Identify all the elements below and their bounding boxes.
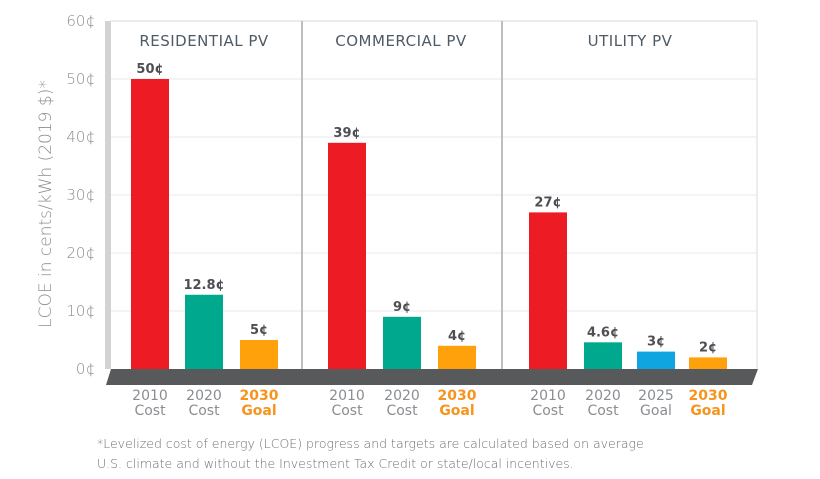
category-label-kind: Goal [241,403,276,419]
category-label-kind: Cost [134,403,166,419]
bar-2025-goal [637,351,675,371]
chart-base [106,369,758,385]
category-label-kind: Cost [386,403,418,419]
bar-group-residential-pv: RESIDENTIAL PV 50¢ 12.8¢ 5¢ [131,32,278,371]
group-title: UTILITY PV [588,32,673,50]
category-label-year: 2020 [384,388,420,404]
bar-2010-cost [529,212,567,371]
y-axis-title: LCOE in cents/kWh (2019 $)* [36,80,56,328]
category-label-kind: Cost [587,403,619,419]
y-tick-label: 50¢ [66,70,95,88]
base-slab [106,369,758,385]
category-label-year: 2010 [132,388,168,404]
data-label: 12.8¢ [183,278,224,293]
gridlines [110,20,757,312]
data-label: 27¢ [534,195,561,210]
data-label: 3¢ [647,335,665,350]
category-label-kind: Goal [439,403,474,419]
data-label: 2¢ [699,340,717,355]
category-label-kind: Cost [331,403,363,419]
category-label-year: 2030 [689,388,728,404]
category-label-kind: Goal [690,403,725,419]
data-label: 4¢ [448,329,466,344]
group-title: RESIDENTIAL PV [139,32,269,50]
bar-group-utility-pv: UTILITY PV 27¢ 4.6¢ 3¢ 2¢ [529,32,727,371]
footnote-line-1: *Levelized cost of energy (LCOE) progres… [97,436,644,451]
left-wall [105,21,111,369]
bar-2030-goal [240,340,278,371]
category-label-year: 2010 [530,388,566,404]
bar-2020-cost [185,294,223,371]
bar-2020-cost [584,342,622,371]
category-labels: 2010Cost2020Cost2030Goal2010Cost2020Cost… [132,388,728,419]
bar-2010-cost [131,79,169,371]
category-label-year: 2030 [438,388,477,404]
data-label: 4.6¢ [587,325,619,340]
category-label-year: 2025 [638,388,674,404]
category-label-kind: Cost [532,403,564,419]
footnote: *Levelized cost of energy (LCOE) progres… [97,434,757,474]
category-label-kind: Goal [640,403,672,419]
group-title: COMMERCIAL PV [335,32,467,50]
y-tick-label: 40¢ [66,128,95,146]
data-label: 50¢ [136,62,163,77]
bar-2020-cost [383,316,421,371]
data-label: 9¢ [393,300,411,315]
lcoe-bar-chart: 0¢ 10¢ 20¢ 30¢ 40¢ 50¢ 60¢ LCOE in cents/kWh (… [36,12,758,419]
data-label: 39¢ [333,126,360,141]
footnote-line-2: U.S. climate and without the Investment … [97,456,574,471]
bar-2030-goal [689,357,727,371]
category-label-year: 2030 [240,388,279,404]
y-tick-label: 60¢ [66,12,95,30]
category-label-year: 2020 [585,388,621,404]
y-tick-label: 20¢ [66,244,95,262]
plot-frame [105,20,758,369]
category-label-year: 2010 [329,388,365,404]
y-tick-label: 0¢ [76,360,95,378]
y-axis-ticks: 0¢ 10¢ 20¢ 30¢ 40¢ 50¢ 60¢ [66,12,95,378]
y-tick-label: 30¢ [66,186,95,204]
category-label-kind: Cost [188,403,220,419]
category-label-year: 2020 [186,388,222,404]
data-label: 5¢ [250,323,268,338]
bar-2030-goal [438,345,476,371]
bar-group-commercial-pv: COMMERCIAL PV 39¢ 9¢ 4¢ [328,32,476,371]
bar-2010-cost [328,142,366,371]
y-tick-label: 10¢ [66,302,95,320]
bar-groups: RESIDENTIAL PV 50¢ 12.8¢ 5¢ COMMERCIAL PV 39¢… [131,32,727,371]
